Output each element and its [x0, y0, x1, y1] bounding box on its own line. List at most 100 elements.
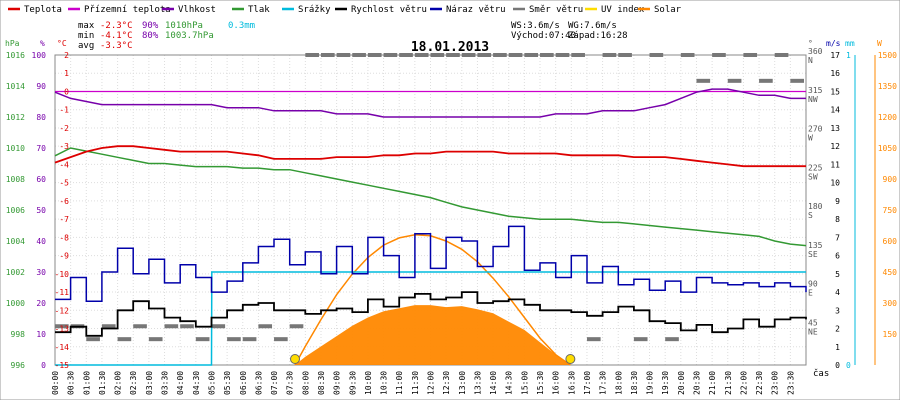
solar-tick-150: 150 — [883, 330, 898, 339]
temp-tick--9: -9 — [59, 252, 69, 261]
wind-direction-mark-15 — [289, 324, 304, 329]
temp-tick-2: 2 — [64, 51, 69, 60]
temp-tick-0: 0 — [64, 87, 69, 96]
wind-direction-mark-0 — [55, 324, 69, 329]
temp-tick-1: 1 — [64, 69, 69, 78]
wind-tick-6: 6 — [835, 252, 840, 261]
wind-direction-mark-2 — [86, 337, 100, 342]
temp-tick--1: -1 — [59, 106, 69, 115]
stats-max-temp: -2.3°C — [100, 21, 133, 31]
series-wind-speed-line — [55, 291, 807, 337]
direction-label-S: S — [808, 211, 813, 220]
wind-tick-9: 9 — [835, 197, 840, 206]
wind-direction-mark-30 — [524, 53, 539, 57]
wind-direction-mark-19 — [352, 53, 366, 57]
temp-tick--2: -2 — [59, 124, 69, 133]
humidity-axis-unit: % — [40, 39, 45, 48]
wind-tick-11: 11 — [830, 160, 840, 169]
x-tick-label-4: 02:00 — [114, 371, 123, 395]
wind-direction-mark-37 — [633, 337, 648, 342]
wind-direction-mark-44 — [743, 53, 758, 57]
legend: Teplota Přízemní teplota Vlhkost Tlak Srážky… — [8, 5, 682, 15]
x-tick-label-30: 15:00 — [520, 371, 529, 395]
stats-avg-label: avg — [78, 41, 94, 51]
wind-direction-mark-8 — [180, 324, 194, 329]
wind-tick-7: 7 — [835, 233, 840, 242]
x-tick-label-18: 09:00 — [333, 371, 342, 395]
solar-tick-750: 750 — [883, 206, 898, 215]
series-wind-gust-line — [55, 225, 807, 302]
x-tick-label-15: 07:30 — [286, 371, 295, 395]
humidity-tick-80: 80 — [36, 113, 46, 122]
direction-tick-315: 315 — [808, 86, 823, 95]
wind-direction-mark-4 — [117, 337, 132, 342]
x-tick-label-31: 15:30 — [536, 371, 545, 395]
x-tick-label-14: 07:00 — [270, 371, 279, 395]
solar-tick-900: 900 — [883, 175, 898, 184]
wind-direction-mark-10 — [211, 324, 226, 329]
x-tick-label-3: 01:30 — [98, 371, 107, 395]
wind-direction-mark-16 — [305, 53, 319, 57]
hpa-tick-1000: 1000 — [6, 299, 25, 308]
x-tick-label-40: 20:00 — [677, 371, 686, 395]
x-tick-label-36: 18:00 — [614, 371, 623, 395]
wind-direction-mark-3 — [101, 324, 116, 329]
x-tick-label-33: 16:30 — [567, 371, 576, 395]
direction-tick-360: 360 — [808, 47, 823, 56]
humidity-tick-20: 20 — [36, 299, 46, 308]
stats-min-pressure: 1003.7hPa — [165, 31, 214, 41]
rain-tick-1: 1 — [846, 51, 851, 60]
x-tick-label-22: 11:00 — [395, 371, 404, 395]
wind-direction-mark-32 — [555, 53, 570, 57]
wind-direction-mark-13 — [258, 324, 273, 329]
x-tick-label-44: 22:00 — [739, 371, 748, 395]
wind-direction-mark-38 — [649, 53, 664, 57]
temp-tick--11: -11 — [55, 288, 70, 297]
hpa-tick-996: 996 — [11, 361, 26, 370]
stats-avg-temp: -3.3°C — [100, 41, 133, 51]
temp-tick--14: -14 — [55, 343, 70, 352]
uv-marker-1 — [565, 354, 576, 364]
legend-label-3: Tlak — [248, 5, 270, 15]
wind-direction-mark-39 — [665, 337, 679, 342]
x-tick-label-45: 22:30 — [755, 371, 764, 395]
wind-direction-mark-28 — [493, 53, 507, 57]
wind-direction-mark-20 — [367, 53, 382, 57]
x-tick-label-37: 18:30 — [630, 371, 639, 395]
stats-min-temp: -4.1°C — [100, 31, 133, 41]
wind-tick-10: 10 — [830, 179, 840, 188]
x-tick-label-19: 09:30 — [348, 371, 357, 395]
info-sunrise: Východ:07:40 — [511, 31, 576, 41]
direction-axis-unit: ° — [808, 39, 813, 48]
direction-tick-45: 45 — [808, 318, 818, 327]
x-tick-label-34: 17:00 — [583, 371, 592, 395]
stats-min-label: min — [78, 31, 94, 41]
temp-tick--5: -5 — [59, 179, 69, 188]
wind-direction-mark-43 — [727, 78, 742, 83]
direction-label-SW: SW — [808, 172, 818, 181]
wind-axis-unit: m/s — [826, 39, 841, 48]
temp-tick--8: -8 — [59, 233, 69, 242]
hpa-tick-1002: 1002 — [6, 268, 25, 277]
series-humidity-line — [54, 88, 806, 118]
x-tick-label-29: 14:30 — [505, 371, 514, 395]
x-tick-label-25: 12:30 — [442, 371, 451, 395]
rain-axis-unit: mm — [845, 39, 855, 48]
legend-label-9: Solar — [654, 5, 682, 15]
wind-direction-mark-35 — [602, 53, 617, 57]
wind-direction-mark-11 — [227, 337, 241, 342]
stats-max-label: max — [78, 21, 95, 31]
solar-tick-300: 300 — [883, 299, 898, 308]
x-tick-label-7: 03:30 — [161, 371, 170, 395]
humidity-tick-70: 70 — [36, 144, 46, 153]
chart-title: 18.01.2013 — [411, 40, 489, 55]
direction-tick-270: 270 — [808, 125, 823, 134]
wind-direction-mark-14 — [274, 337, 288, 342]
wind-direction-mark-23 — [414, 53, 429, 57]
humidity-tick-100: 100 — [32, 51, 47, 60]
series-pressure-line — [54, 147, 807, 247]
wind-tick-13: 13 — [830, 124, 840, 133]
wind-direction-mark-31 — [540, 53, 554, 57]
direction-label-W: W — [808, 134, 813, 143]
wind-tick-17: 17 — [830, 51, 840, 60]
